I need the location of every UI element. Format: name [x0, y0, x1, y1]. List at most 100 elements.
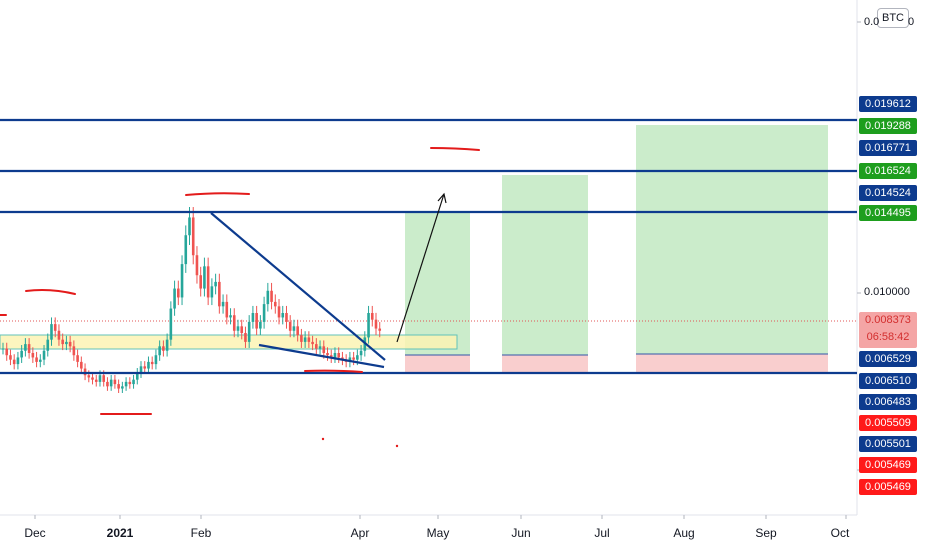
candle-body	[91, 377, 94, 380]
candles	[1, 207, 382, 393]
candle-body	[57, 330, 61, 340]
candle-body	[68, 341, 72, 347]
wedge-upper-line	[210, 212, 386, 361]
candle-body	[221, 301, 225, 307]
candle-body	[117, 384, 120, 389]
candle-body	[72, 346, 76, 356]
x-tick-label: Sep	[755, 526, 777, 540]
x-tick-marks	[34, 515, 847, 519]
candle-body	[251, 313, 255, 322]
candle-body	[307, 337, 311, 342]
candle-body	[206, 266, 210, 298]
candle-body	[135, 373, 139, 380]
target-zone-2	[502, 175, 588, 355]
candle-body	[113, 379, 117, 385]
candle-body	[9, 355, 12, 360]
x-tick-label: Jul	[594, 526, 610, 540]
price-axis-top-label-tail: 0	[908, 16, 915, 28]
candle-body	[184, 235, 188, 265]
candle-body	[214, 281, 217, 287]
candle-body	[98, 375, 102, 382]
candle-body	[359, 350, 363, 356]
candle-body	[128, 381, 132, 385]
candle-body	[236, 326, 240, 331]
candle-body	[315, 344, 318, 349]
candle-body	[259, 321, 262, 329]
candle-body	[106, 381, 109, 387]
candle-body	[24, 344, 27, 351]
candle-body	[378, 328, 382, 331]
price-tag: 0.019612	[859, 96, 917, 112]
candle-body	[83, 368, 87, 376]
candle-body	[162, 346, 165, 351]
candle-body	[61, 339, 64, 345]
candle-body	[218, 281, 221, 307]
price-tag: 0.005469	[859, 457, 917, 473]
x-tick-label: Oct	[830, 526, 850, 540]
candle-body	[285, 313, 288, 322]
candle-body	[27, 344, 31, 353]
candle-body	[229, 315, 232, 318]
candle-body	[255, 313, 258, 329]
candle-body	[296, 326, 299, 336]
price-tag: 0.005469	[859, 479, 917, 495]
candle-body	[232, 315, 236, 331]
candle-body	[247, 321, 251, 342]
price-tag: 0.016771	[859, 140, 917, 156]
projection-arrow[interactable]	[396, 192, 447, 343]
candle-body	[356, 355, 359, 360]
candle-body	[20, 350, 23, 358]
candle-body	[158, 346, 161, 356]
wedge-lower-line	[258, 343, 385, 369]
candle-body	[35, 357, 38, 362]
candle-body	[12, 359, 16, 365]
wedge-pattern[interactable]	[210, 212, 386, 369]
candle-body	[5, 348, 9, 356]
stop-zone-2	[502, 355, 588, 373]
candle-body	[173, 288, 176, 309]
candle-body	[337, 353, 340, 358]
x-tick-label: Dec	[24, 526, 46, 540]
candle-body	[270, 290, 273, 302]
target-zones	[405, 125, 828, 373]
candle-body	[288, 321, 292, 331]
stop-zone-1	[405, 355, 470, 373]
candle-body	[46, 339, 50, 351]
candle-body	[352, 357, 355, 360]
price-tag: 0.005501	[859, 436, 917, 452]
candle-body	[50, 324, 53, 340]
candle-body	[322, 346, 326, 353]
candle-body	[225, 301, 229, 318]
target-zone-1	[405, 212, 470, 355]
red-marks	[0, 147, 480, 415]
candle-body	[177, 288, 180, 298]
x-tick-label: Feb	[190, 526, 212, 540]
symbol-badge[interactable]: BTC	[877, 8, 909, 28]
candle-body	[244, 333, 247, 342]
candle-body	[195, 255, 199, 276]
candle-body	[348, 357, 352, 362]
current-price-badge: 0.008373 06:58:42	[859, 312, 917, 348]
candle-body	[109, 379, 113, 387]
candle-body	[180, 264, 184, 298]
candle-body	[1, 348, 5, 350]
stop-zone-3	[636, 354, 828, 373]
price-tag: 0.014495	[859, 205, 917, 221]
candle-body	[191, 217, 195, 256]
candle-body	[16, 357, 20, 365]
candle-body	[329, 355, 333, 358]
candle-body	[165, 339, 169, 351]
candle-body	[31, 353, 35, 358]
candle-body	[188, 217, 191, 236]
horizontal-levels[interactable]	[0, 118, 857, 375]
candle-body	[292, 326, 296, 331]
candle-body	[139, 366, 143, 373]
candle-body	[262, 304, 266, 322]
price-tag: 0.005509	[859, 415, 917, 431]
candle-body	[326, 353, 329, 356]
price-tag: 0.006483	[859, 394, 917, 410]
candle-body	[65, 341, 68, 345]
candle-body	[39, 359, 42, 362]
candle-body	[341, 357, 344, 360]
